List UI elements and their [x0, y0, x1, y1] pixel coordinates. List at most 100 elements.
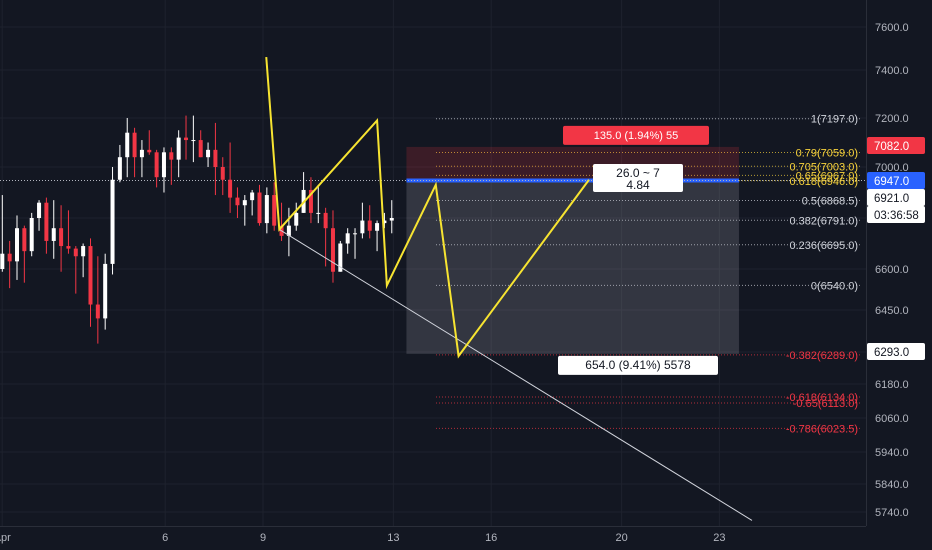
- price-badge-box: [867, 343, 925, 360]
- candle-body: [51, 228, 56, 241]
- time-tick-label: 9: [260, 532, 266, 544]
- fib-level-label: 0.5(6868.5): [802, 196, 858, 208]
- candle-body: [88, 246, 93, 305]
- fib-level-label: 0.65(6967.0): [796, 170, 858, 182]
- candle-body: [294, 212, 299, 226]
- candle-body: [323, 212, 328, 229]
- price-badges: 7082.0 6947.0 6921.0 03:36:58 6293.0: [867, 137, 925, 360]
- candle-body: [264, 195, 269, 224]
- zigzag-line: [265, 57, 590, 359]
- fib-level-label: 0.618(6946.0): [790, 176, 859, 188]
- fib-level-label: 0.236(6695.0): [790, 240, 859, 252]
- fib-level-label: -0.618(6134.0): [786, 392, 858, 404]
- profit-target-zone: [406, 180, 739, 354]
- stop-label: 135.0 (1.94%) 55: [594, 130, 678, 142]
- price-tick-label: 6180.0: [875, 379, 909, 391]
- candle-body: [0, 253, 5, 269]
- candle-body: [198, 140, 203, 158]
- candle-body: [316, 212, 321, 214]
- time-tick-label: 16: [485, 532, 497, 544]
- price-tick-label: 7000.0: [875, 162, 909, 174]
- time-tick-label: Apr: [0, 532, 11, 544]
- candle-body: [220, 167, 225, 180]
- target-label-box: [558, 355, 718, 375]
- zigzag-pattern[interactable]: [265, 57, 590, 359]
- price-tick-label: 5940.0: [875, 447, 909, 459]
- price-tick-label: 6450.0: [875, 305, 909, 317]
- candle-body: [213, 149, 218, 167]
- candle-body: [345, 233, 350, 244]
- candle-body: [147, 149, 152, 153]
- price-tick-label: 7400.0: [875, 65, 909, 77]
- candle-body: [29, 218, 34, 252]
- candle-body: [15, 228, 20, 262]
- risk-reward-line2: 4.84: [626, 178, 650, 192]
- candle-body: [250, 192, 255, 201]
- price-tick-label: 7200.0: [875, 113, 909, 125]
- price-badge-box: [867, 189, 925, 206]
- candle-body: [330, 228, 335, 272]
- candle-body: [286, 225, 291, 236]
- candle-body: [242, 200, 247, 206]
- candle-body: [228, 179, 233, 198]
- fib-level-label: -0.65(6113.0): [793, 398, 858, 410]
- price-tick-label: 6060.0: [875, 413, 909, 425]
- price-tick-label: 6600.0: [875, 264, 909, 276]
- candle-body: [191, 140, 196, 142]
- candle-body: [103, 263, 108, 319]
- candle-body: [353, 233, 358, 235]
- candle-body: [44, 202, 49, 241]
- candle-body: [367, 220, 372, 231]
- time-tick-label: 13: [387, 532, 399, 544]
- candle-body: [169, 152, 174, 160]
- price-badge-box: [867, 206, 925, 223]
- candle-body: [66, 246, 71, 249]
- price-badge-text: 6947.0: [874, 176, 909, 188]
- candle-body: [257, 192, 262, 224]
- candle-body: [184, 137, 189, 141]
- fib-level-label: 1(7197.0): [811, 114, 858, 126]
- grid-lines: [0, 0, 866, 526]
- time-axis[interactable]: Apr 6 9 13 16 20 23: [0, 532, 726, 544]
- price-tick-label: 5740.0: [875, 507, 909, 519]
- candle-body: [95, 304, 100, 319]
- target-label: 654.0 (9.41%) 5578: [585, 358, 691, 372]
- candle-body: [139, 149, 144, 158]
- fib-level-label: 0.79(7059.0): [796, 148, 858, 160]
- fibonacci-labels: 1(7197.0) 0.79(7059.0)0.705(7003.0)0.65(6…: [786, 114, 858, 436]
- risk-reward-line1: 26.0 ~ 7: [616, 166, 660, 180]
- price-badge-text: 6293.0: [874, 347, 909, 359]
- candle-body: [110, 179, 115, 264]
- time-tick-label: 20: [615, 532, 627, 544]
- candle-body: [176, 137, 181, 160]
- fib-level-label: 0.705(7003.0): [790, 161, 859, 173]
- candle-body: [37, 202, 42, 218]
- short-position-tool[interactable]: [0, 146, 866, 354]
- candle-body: [73, 248, 78, 257]
- price-badge-box: [867, 172, 925, 189]
- candlestick-series: [0, 115, 394, 344]
- price-badge-text: 7082.0: [874, 141, 909, 153]
- candle-body: [59, 228, 64, 247]
- candle-body: [22, 228, 27, 252]
- position-labels: 135.0 (1.94%) 55 654.0 (9.41%) 5578 26.0 ~…: [558, 125, 718, 375]
- candle-body: [206, 149, 211, 158]
- stop-loss-zone: [406, 146, 739, 181]
- price-badge-text: 03:36:58: [874, 210, 919, 222]
- price-tick-label: 5840.0: [875, 479, 909, 491]
- fib-level-label: 0(6540.0): [811, 280, 858, 292]
- candle-body: [154, 152, 159, 178]
- candle-body: [117, 157, 122, 180]
- stop-label-box: [563, 125, 709, 145]
- candle-body: [81, 246, 86, 257]
- candle-body: [132, 132, 137, 158]
- trend-line[interactable]: [279, 229, 753, 521]
- trend-line-path: [279, 229, 753, 521]
- candle-body: [235, 197, 240, 206]
- time-tick-label: 23: [713, 532, 725, 544]
- candle-body: [161, 152, 166, 178]
- candle-body: [308, 189, 313, 213]
- candle-body: [338, 243, 343, 272]
